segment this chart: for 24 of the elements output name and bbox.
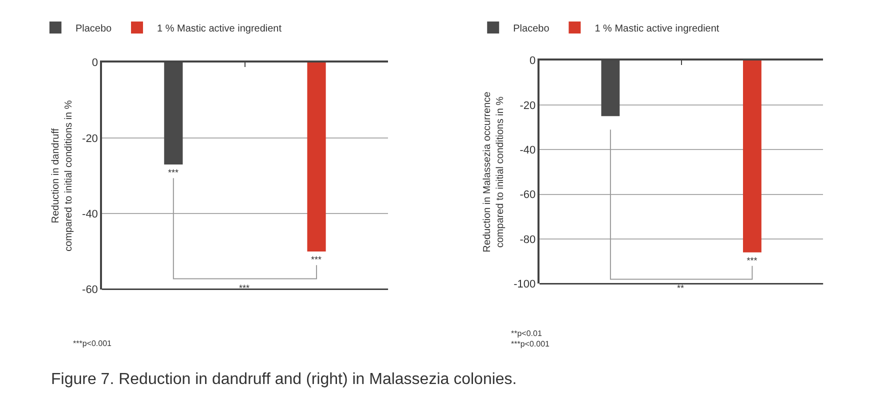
y-tick-label: 0 — [92, 57, 98, 70]
data-label: *** — [746, 255, 758, 266]
y-tick-label: -20 — [520, 100, 536, 112]
annotation: *** — [239, 283, 250, 293]
legend-label: Placebo — [75, 23, 112, 34]
legend-label: 1 % Mastic active ingredient — [594, 23, 720, 34]
text: Figure 7. Reduction in dandruff and (right) in Malassezia colonies. — [51, 371, 517, 388]
y-axis-title: Reduction in Malassezia occurrence compared to initial conditions in % — [482, 91, 506, 252]
text: ***p<0.001 — [73, 339, 112, 348]
data-label: *** — [168, 167, 179, 178]
data-label: *** — [311, 254, 322, 264]
y-tick-label: -80 — [520, 234, 536, 246]
y-tick-label: -60 — [82, 284, 98, 296]
y-tick-label: -60 — [520, 189, 536, 202]
y-tick-label: -20 — [82, 132, 98, 145]
annotation: ** — [677, 283, 684, 293]
legend-label: Placebo — [513, 23, 550, 34]
y-tick-label: -100 — [514, 278, 536, 291]
legend-label: 1 % Mastic active ingredient — [157, 23, 282, 34]
y-axis-title: Reduction in dandruff compared to initial conditions in % — [50, 100, 75, 252]
text: **p<0.01 ***p<0.001 — [511, 329, 550, 348]
y-tick-label: -40 — [82, 208, 98, 221]
y-tick-label: 0 — [530, 55, 536, 68]
y-tick-label: -40 — [520, 144, 536, 157]
